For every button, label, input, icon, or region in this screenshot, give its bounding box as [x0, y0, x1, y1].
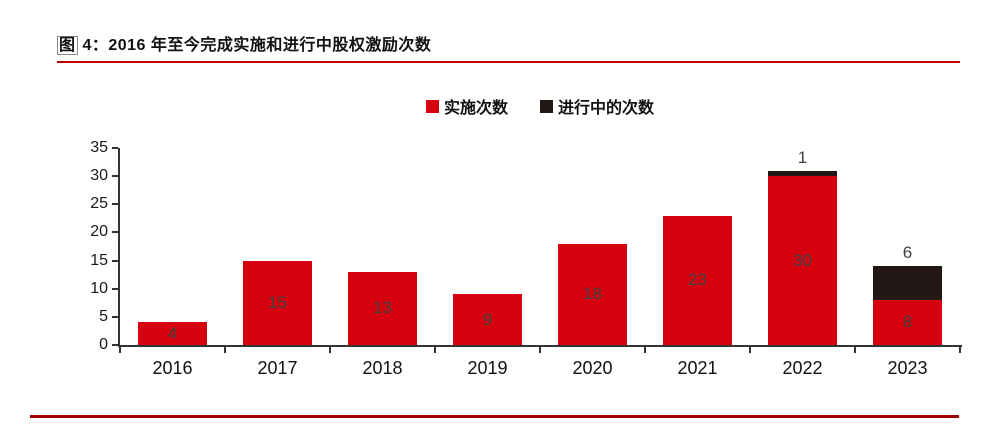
x-axis-tick-label: 2021 [677, 358, 718, 378]
y-axis-tick-label: 5 [99, 307, 108, 325]
x-axis-tick [329, 347, 331, 353]
y-axis-tick-label: 10 [90, 279, 108, 297]
bar-value-label: 9 [482, 309, 493, 329]
bar-segment-implemented [663, 215, 732, 345]
bar-segment-implemented [558, 243, 627, 345]
x-axis-tick [854, 347, 856, 353]
stack-top-value-label: 6 [902, 243, 913, 263]
legend-item-inprogress: 进行中的次数 [540, 94, 654, 118]
x-axis-tick [224, 347, 226, 353]
bar-value-label: 18 [583, 284, 602, 304]
x-axis-tick-label: 2020 [572, 358, 613, 378]
legend-item-implemented: 实施次数 [425, 94, 508, 118]
x-axis-tick [434, 347, 436, 353]
y-axis-tick-label: 35 [90, 139, 108, 156]
x-axis-line [118, 345, 962, 347]
y-axis-tick [112, 203, 118, 206]
y-axis-tick-label: 20 [90, 223, 108, 241]
y-axis-tick-label: 25 [90, 195, 108, 213]
x-axis-tick [539, 347, 541, 353]
bar-value-label: 8 [902, 312, 913, 332]
plot-area: 0 5 10 15 20 25 30 35 4 2016 15 2017 13 2018 9 2019 18 20… [90, 139, 962, 378]
bottom-rule [30, 415, 959, 418]
legend-swatch-implemented [425, 99, 439, 113]
bar-segment-implemented [138, 322, 207, 345]
y-axis-tick [112, 287, 118, 290]
bar-value-label: 23 [688, 270, 707, 290]
figure-title-prefix: 图 [57, 36, 78, 55]
x-axis-tick-label: 2016 [152, 358, 193, 378]
bar-segment-implemented [453, 294, 522, 345]
bar-segment-inprogress [768, 170, 837, 177]
y-axis-tick [112, 147, 118, 149]
bar-segment-implemented [873, 299, 942, 345]
figure-title: 图 4：2016 年至今完成实施和进行中股权激励次数 [57, 31, 960, 63]
y-axis-tick-label: 0 [99, 336, 108, 353]
bar-segment-implemented [348, 271, 417, 345]
y-axis-tick [112, 344, 118, 346]
figure-title-text: 4：2016 年至今完成实施和进行中股权激励次数 [77, 37, 432, 54]
x-axis-tick-label: 2018 [362, 358, 403, 378]
legend-label-implemented: 实施次数 [443, 100, 508, 117]
y-axis-line [118, 148, 120, 347]
y-axis-tick [112, 175, 118, 178]
chart-legend: 实施次数 进行中的次数 [120, 94, 960, 118]
x-axis-tick [119, 347, 121, 353]
y-axis-tick [112, 315, 118, 318]
x-axis-tick-label: 2019 [467, 358, 508, 378]
x-axis-tick [644, 347, 646, 353]
x-axis-tick-label: 2022 [782, 358, 823, 378]
legend-swatch-inprogress [540, 99, 553, 113]
bar-value-label: 4 [167, 323, 178, 343]
bar-segment-inprogress [873, 266, 942, 300]
stack-top-value-label: 1 [797, 147, 808, 167]
x-axis-tick-label: 2017 [257, 358, 298, 378]
y-axis-tick [112, 259, 118, 262]
x-axis-tick-label: 2023 [887, 358, 928, 378]
bar-value-label: 13 [373, 298, 392, 318]
y-axis-tick [112, 231, 118, 234]
legend-label-inprogress: 进行中的次数 [558, 100, 655, 117]
bar-value-label: 15 [268, 292, 287, 312]
x-axis-tick [749, 347, 751, 353]
bar-segment-implemented [243, 260, 312, 345]
bar-segment-implemented [768, 176, 837, 345]
y-axis-tick-label: 30 [90, 167, 108, 185]
y-axis-tick-label: 15 [90, 251, 108, 269]
x-axis-tick [959, 347, 961, 353]
bar-value-label: 30 [793, 250, 812, 270]
